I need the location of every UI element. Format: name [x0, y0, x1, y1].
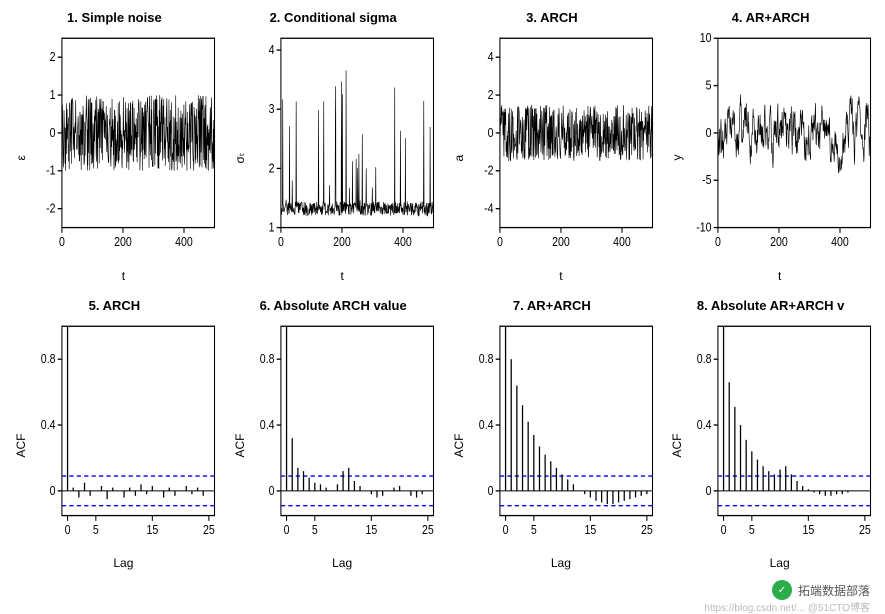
chart-panel-3: 3. ARCH a -4 -2 0 2 4 0 200 400 t — [448, 10, 657, 283]
panel-title: 2. Conditional sigma — [270, 10, 397, 25]
chart-panel-5: 5. ARCH ACF 0 0.4 0.8 0 5 15 25 Lag — [10, 298, 219, 571]
svg-text:0.8: 0.8 — [697, 351, 712, 366]
svg-text:0: 0 — [721, 521, 727, 536]
x-axis-label: t — [684, 269, 875, 283]
watermark: ✓ 拓端数据部落 — [772, 580, 870, 600]
chart-panel-6: 6. Absolute ARCH value ACF 0 0.4 0.8 0 5 15 25 La… — [229, 298, 438, 571]
panel-title: 6. Absolute ARCH value — [260, 298, 407, 313]
watermark-sub: https://blog.csdn.net/... @51CTO博客 — [704, 599, 870, 614]
svg-text:25: 25 — [422, 521, 434, 536]
y-axis-label: σₜ — [229, 33, 247, 283]
y-axis-label: y — [666, 33, 684, 283]
svg-text:15: 15 — [146, 521, 158, 536]
chart-panel-8: 8. Absolute AR+ARCH v ACF 0 0.4 0.8 0 5 15 25 Lag — [666, 298, 875, 571]
svg-text:0.8: 0.8 — [41, 351, 56, 366]
svg-text:0: 0 — [715, 234, 721, 249]
y-axis-label: ACF — [448, 321, 466, 571]
svg-text:2: 2 — [50, 49, 56, 64]
svg-text:400: 400 — [394, 234, 412, 249]
y-axis-label: ACF — [10, 321, 28, 571]
svg-text:0: 0 — [496, 234, 502, 249]
svg-text:2: 2 — [487, 87, 493, 102]
svg-text:1: 1 — [268, 219, 274, 234]
x-axis-label: Lag — [28, 556, 219, 570]
svg-text:0.4: 0.4 — [260, 416, 275, 431]
svg-text:0: 0 — [65, 521, 71, 536]
panel-title: 5. ARCH — [89, 298, 141, 313]
y-axis-label: ε — [10, 33, 28, 283]
svg-text:0: 0 — [268, 482, 274, 497]
svg-text:400: 400 — [613, 234, 631, 249]
chart-panel-2: 2. Conditional sigma σₜ 1 2 3 4 0 200 400 t — [229, 10, 438, 283]
x-axis-label: Lag — [684, 556, 875, 570]
svg-text:0.8: 0.8 — [478, 351, 493, 366]
y-axis-label: ACF — [666, 321, 684, 571]
svg-text:15: 15 — [584, 521, 596, 536]
svg-text:-10: -10 — [696, 219, 712, 234]
x-axis-label: t — [466, 269, 657, 283]
chart-panel-1: 1. Simple noise ε -2 -1 0 1 2 0 200 400 t — [10, 10, 219, 283]
watermark-text: 拓端数据部落 — [798, 582, 870, 599]
svg-text:2: 2 — [268, 160, 274, 175]
panel-title: 7. AR+ARCH — [513, 298, 591, 313]
svg-text:4: 4 — [268, 42, 274, 57]
svg-text:0.8: 0.8 — [260, 351, 275, 366]
y-axis-label: a — [448, 33, 466, 283]
panel-title: 4. AR+ARCH — [732, 10, 810, 25]
x-axis-label: Lag — [466, 556, 657, 570]
panel-title: 8. Absolute AR+ARCH v — [697, 298, 844, 313]
svg-text:5: 5 — [749, 521, 755, 536]
svg-text:5: 5 — [706, 77, 712, 92]
svg-text:5: 5 — [530, 521, 536, 536]
svg-text:0: 0 — [487, 482, 493, 497]
svg-text:5: 5 — [312, 521, 318, 536]
svg-text:5: 5 — [93, 521, 99, 536]
svg-text:-1: -1 — [46, 163, 56, 178]
svg-text:200: 200 — [770, 234, 788, 249]
x-axis-label: t — [28, 269, 219, 283]
svg-text:200: 200 — [333, 234, 351, 249]
y-axis-label: ACF — [229, 321, 247, 571]
svg-text:0: 0 — [706, 125, 712, 140]
svg-text:3: 3 — [268, 101, 274, 116]
svg-text:0: 0 — [59, 234, 65, 249]
panel-title: 1. Simple noise — [67, 10, 162, 25]
svg-text:0: 0 — [50, 125, 56, 140]
svg-text:-4: -4 — [484, 200, 494, 215]
svg-text:-2: -2 — [484, 163, 494, 178]
svg-text:25: 25 — [859, 521, 871, 536]
svg-text:1: 1 — [50, 87, 56, 102]
svg-text:25: 25 — [203, 521, 215, 536]
svg-text:0.4: 0.4 — [478, 416, 493, 431]
chart-grid: 1. Simple noiseε-2-10120200400t2. Condit… — [10, 10, 875, 570]
svg-text:0: 0 — [706, 482, 712, 497]
svg-text:0.4: 0.4 — [697, 416, 712, 431]
svg-text:400: 400 — [831, 234, 849, 249]
svg-text:0: 0 — [487, 125, 493, 140]
svg-text:4: 4 — [487, 49, 493, 64]
svg-text:-2: -2 — [46, 200, 56, 215]
svg-text:0.4: 0.4 — [41, 416, 56, 431]
svg-text:10: 10 — [700, 33, 712, 46]
x-axis-label: t — [247, 269, 438, 283]
chart-panel-7: 7. AR+ARCH ACF 0 0.4 0.8 0 5 15 25 Lag — [448, 298, 657, 571]
chart-panel-4: 4. AR+ARCH y -10 -5 0 5 10 0 200 400 t — [666, 10, 875, 283]
svg-text:15: 15 — [803, 521, 815, 536]
wechat-icon: ✓ — [772, 580, 792, 600]
svg-text:0: 0 — [278, 234, 284, 249]
svg-text:0: 0 — [283, 521, 289, 536]
svg-text:25: 25 — [640, 521, 652, 536]
svg-text:-5: -5 — [702, 172, 712, 187]
x-axis-label: Lag — [247, 556, 438, 570]
svg-text:200: 200 — [114, 234, 132, 249]
panel-title: 3. ARCH — [526, 10, 578, 25]
svg-text:15: 15 — [365, 521, 377, 536]
svg-text:400: 400 — [175, 234, 193, 249]
svg-text:0: 0 — [50, 482, 56, 497]
svg-text:0: 0 — [502, 521, 508, 536]
svg-text:200: 200 — [552, 234, 570, 249]
